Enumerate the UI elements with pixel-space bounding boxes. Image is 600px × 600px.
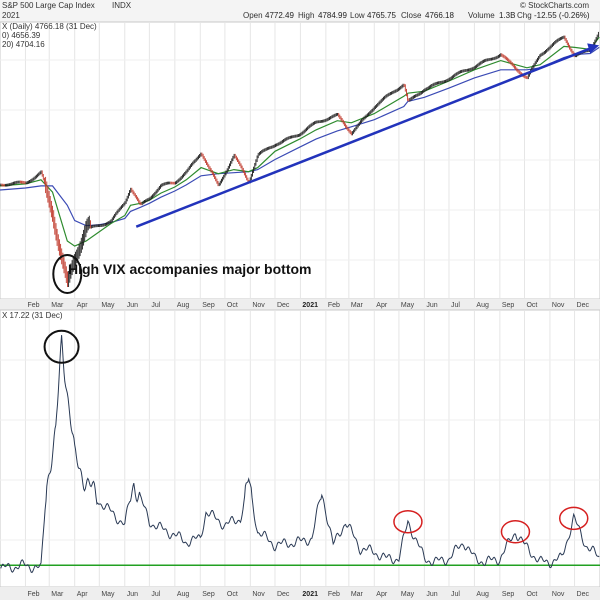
vix-highlight-circles xyxy=(43,329,589,544)
vix-series xyxy=(0,335,600,574)
bottom-x-tick-label: Feb xyxy=(328,591,340,598)
x-tick-label: Mar xyxy=(51,302,64,309)
price-bottom-circle xyxy=(52,254,83,294)
x-tick-label: Jun xyxy=(127,302,138,309)
bottom-x-tick-label: Dec xyxy=(277,591,290,598)
x-tick-label: Feb xyxy=(27,302,39,309)
bottom-x-tick-label: Mar xyxy=(351,591,364,598)
bottom-x-tick-label: Dec xyxy=(577,591,590,598)
legend-ma1: 0) 4656.39 xyxy=(2,31,41,40)
index-exchange: INDX xyxy=(112,1,132,10)
bottom-x-tick-label: Sep xyxy=(502,591,515,598)
chg-value: -12.55 (-0.26%) xyxy=(534,11,590,20)
x-axis-ticks: Feb Mar Apr May Jun Jul Aug Sep Oct Nov Dec 2021 Feb… xyxy=(27,302,589,309)
vix-line xyxy=(0,335,600,574)
ma-short-series xyxy=(0,36,600,247)
legend-main: X (Daily) 4766.18 (31 Dec) xyxy=(2,22,97,31)
x-tick-label: Aug xyxy=(177,302,190,309)
trend-arrow-head xyxy=(587,43,600,54)
x-tick-label: Dec xyxy=(577,302,590,309)
low-label: Low xyxy=(350,11,365,20)
bottom-x-tick-label: Mar xyxy=(51,591,64,598)
x-tick-label: Nov xyxy=(552,302,565,309)
watermark: © StockCharts.com xyxy=(520,1,589,10)
bottom-axis-strip xyxy=(0,587,600,600)
close-value: 4766.18 xyxy=(425,11,454,20)
bottom-x-tick-label: Nov xyxy=(252,591,265,598)
x-tick-label: Dec xyxy=(277,302,290,309)
bottom-x-tick-label: Sep xyxy=(202,591,215,598)
high-label: High xyxy=(298,11,314,20)
bottom-x-tick-label: Aug xyxy=(177,591,190,598)
bottom-x-tick-label: Oct xyxy=(526,591,537,598)
index-title: S&P 500 Large Cap Index xyxy=(2,1,95,10)
x-tick-label: 2021 xyxy=(302,302,318,309)
bottom-x-axis-ticks: Feb Mar Apr May Jun Jul Aug Sep Oct Nov Dec 2021 Feb… xyxy=(27,591,589,598)
low-value: 4765.75 xyxy=(367,11,396,20)
x-tick-label: Jun xyxy=(426,302,437,309)
x-tick-label: May xyxy=(101,302,115,309)
x-tick-label: Apr xyxy=(376,302,388,309)
x-tick-label: Jul xyxy=(451,302,460,309)
vix-spike-circle xyxy=(393,509,423,534)
trend-arrow-line xyxy=(135,46,594,228)
vix-panel: X 17.22 (31 Dec) xyxy=(0,309,600,588)
bottom-x-tick-label: May xyxy=(401,591,415,598)
bottom-x-tick-label: Nov xyxy=(552,591,565,598)
price-series xyxy=(0,31,599,287)
bottom-x-tick-label: Jul xyxy=(451,591,460,598)
price-grid xyxy=(0,23,600,298)
vix-spike-circle xyxy=(558,506,589,531)
x-tick-label: Mar xyxy=(351,302,364,309)
bottom-x-tick-label: Oct xyxy=(227,591,238,598)
price-panel: X (Daily) 4766.18 (31 Dec) 0) 4656.39 20… xyxy=(0,21,600,300)
chg-label: Chg xyxy=(517,11,532,20)
bottom-x-tick-label: 2021 xyxy=(302,591,318,598)
open-value: 4772.49 xyxy=(265,11,294,20)
open-label: Open xyxy=(243,11,263,20)
volume-label: Volume xyxy=(468,11,495,20)
x-tick-label: Sep xyxy=(202,302,215,309)
x-tick-label: Sep xyxy=(502,302,515,309)
x-tick-label: May xyxy=(401,302,415,309)
header-bar xyxy=(0,0,600,22)
bottom-x-tick-label: May xyxy=(101,591,115,598)
x-tick-label: Nov xyxy=(252,302,265,309)
bottom-x-tick-label: Jun xyxy=(127,591,138,598)
vix-spike-circle xyxy=(500,520,531,544)
legend-ma2: 20) 4704.16 xyxy=(2,40,45,49)
x-tick-label: Feb xyxy=(328,302,340,309)
bottom-x-tick-label: Aug xyxy=(476,591,489,598)
x-tick-label: Aug xyxy=(476,302,489,309)
close-label: Close xyxy=(401,11,422,20)
x-tick-label: Oct xyxy=(526,302,537,309)
annotation-text: High VIX accompanies major bottom xyxy=(68,261,312,277)
bottom-x-tick-label: Apr xyxy=(376,591,388,598)
x-tick-label: Oct xyxy=(227,302,238,309)
x-axis-strip xyxy=(0,299,600,310)
volume-value: 1.3B xyxy=(499,11,515,20)
bottom-x-tick-label: Jun xyxy=(426,591,437,598)
vix-peak-circle xyxy=(43,329,80,364)
trend-arrow xyxy=(135,43,600,228)
date-text: 2021 xyxy=(2,11,20,20)
x-tick-label: Jul xyxy=(151,302,160,309)
ma-short-line xyxy=(0,36,600,247)
bottom-x-tick-label: Jul xyxy=(151,591,160,598)
legend-vix: X 17.22 (31 Dec) xyxy=(2,311,63,320)
high-value: 4784.99 xyxy=(318,11,347,20)
bottom-x-tick-label: Apr xyxy=(77,591,89,598)
bottom-x-tick-label: Feb xyxy=(27,591,39,598)
x-tick-label: Apr xyxy=(77,302,89,309)
bottom-circle xyxy=(52,254,83,294)
